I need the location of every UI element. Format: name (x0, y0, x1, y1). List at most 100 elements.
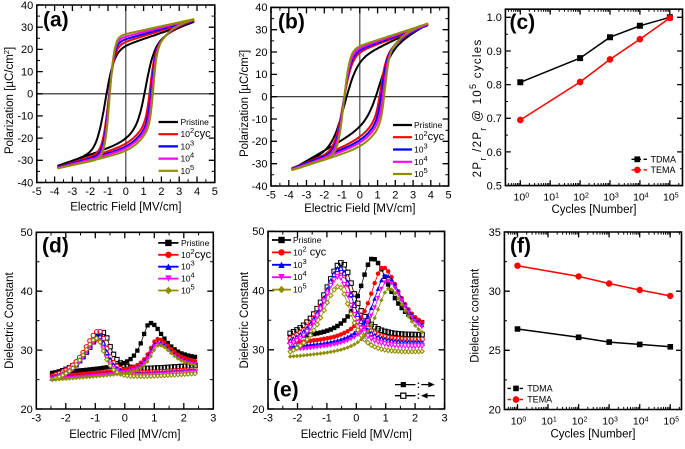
svg-text:2: 2 (412, 413, 418, 425)
svg-text:Pristine: Pristine (181, 117, 210, 127)
svg-text:102cyc: 102cyc (414, 129, 445, 144)
svg-text:2Pr /2Pr @ 105 cycles: 2Pr /2Pr @ 105 cycles (468, 38, 488, 177)
svg-text:Cycles [Number]: Cycles [Number] (552, 204, 637, 216)
svg-text:-20: -20 (17, 133, 33, 145)
svg-text:Polarization [µC/cm2]: Polarization [µC/cm2] (2, 47, 17, 154)
svg-text:Electric Field [MV/cm]: Electric Field [MV/cm] (70, 202, 181, 214)
svg-text:Dielectric Constant: Dielectric Constant (4, 272, 16, 369)
svg-text:-3: -3 (302, 190, 312, 202)
svg-text:0: 0 (357, 190, 363, 202)
svg-text:2: 2 (158, 186, 164, 198)
svg-text:0.5: 0.5 (487, 180, 502, 192)
svg-text:-1: -1 (322, 413, 332, 425)
svg-text:1: 1 (151, 413, 157, 425)
svg-text:-30: -30 (17, 155, 33, 167)
svg-text:3: 3 (210, 413, 216, 425)
svg-text:-2: -2 (293, 413, 303, 425)
svg-text:TDMA: TDMA (651, 155, 677, 165)
svg-text:0: 0 (353, 413, 359, 425)
svg-text:0.8: 0.8 (487, 79, 502, 91)
svg-text:4: 4 (428, 190, 434, 202)
svg-text:20: 20 (255, 47, 267, 59)
svg-text:Pristine: Pristine (414, 120, 443, 130)
svg-text:1: 1 (141, 186, 147, 198)
svg-text:0.6: 0.6 (487, 147, 502, 159)
svg-text:(e): (e) (273, 379, 299, 402)
svg-text:-3: -3 (68, 186, 78, 198)
svg-text:0: 0 (122, 413, 128, 425)
svg-text:TEMA: TEMA (651, 165, 676, 175)
svg-text:Electric Field [MV/cm]: Electric Field [MV/cm] (301, 429, 412, 441)
svg-text:40: 40 (21, 286, 33, 298)
svg-text:(f): (f) (510, 235, 531, 258)
svg-text:30: 30 (255, 25, 267, 37)
svg-text:Polarization [µC/cm2]: Polarization [µC/cm2] (237, 50, 252, 157)
svg-text:-5: -5 (266, 190, 276, 202)
svg-text:10: 10 (21, 66, 33, 78)
svg-text:(d): (d) (42, 235, 69, 258)
svg-text:(a): (a) (43, 9, 69, 32)
svg-text:4: 4 (194, 186, 200, 198)
svg-text:-20: -20 (252, 136, 268, 148)
svg-text:-1: -1 (337, 190, 347, 202)
svg-text:40: 40 (252, 285, 264, 297)
svg-text:-5: -5 (32, 186, 42, 198)
svg-text:-1: -1 (90, 413, 100, 425)
svg-text:Dielectric Constant: Dielectric Constant (239, 271, 251, 368)
svg-text:-3: -3 (263, 413, 273, 425)
svg-text:35: 35 (489, 227, 501, 239)
svg-text:-30: -30 (252, 159, 268, 171)
svg-text:50: 50 (21, 227, 33, 239)
svg-text:Pristine: Pristine (181, 238, 210, 248)
svg-text:20: 20 (489, 404, 501, 416)
svg-text:40: 40 (255, 2, 267, 14)
svg-text:TEMA: TEMA (527, 395, 552, 405)
svg-text:0.9: 0.9 (487, 46, 502, 58)
svg-text:0.7: 0.7 (487, 113, 502, 125)
svg-text:50: 50 (252, 226, 264, 238)
svg-text:1: 1 (383, 413, 389, 425)
svg-text:-40: -40 (252, 181, 268, 193)
svg-text:30: 30 (21, 22, 33, 34)
svg-text:0: 0 (27, 89, 33, 101)
svg-text:Dielectric constant: Dielectric constant (470, 268, 482, 363)
svg-text:20: 20 (21, 44, 33, 56)
svg-text:-4: -4 (284, 190, 294, 202)
svg-text:-2: -2 (61, 413, 71, 425)
svg-text:Cycles [Number]: Cycles [Number] (551, 429, 636, 441)
svg-text:30: 30 (21, 345, 33, 357)
svg-text:-3: -3 (31, 413, 41, 425)
svg-text:20: 20 (21, 404, 33, 416)
svg-text:102cyc: 102cyc (181, 126, 212, 141)
svg-text:-10: -10 (17, 111, 33, 123)
svg-text:Pristine: Pristine (293, 235, 322, 245)
svg-text:102cyc: 102cyc (181, 246, 212, 261)
svg-text:10: 10 (255, 69, 267, 81)
svg-text:0: 0 (261, 92, 267, 104)
svg-text:3: 3 (441, 413, 447, 425)
svg-text:-4: -4 (50, 186, 60, 198)
svg-text:1.0: 1.0 (487, 12, 502, 24)
svg-text:-2: -2 (319, 190, 329, 202)
svg-text:Electric Field [MV/cm]: Electric Field [MV/cm] (304, 203, 415, 215)
svg-text:2: 2 (181, 413, 187, 425)
svg-text:3: 3 (410, 190, 416, 202)
svg-text:0: 0 (123, 186, 129, 198)
svg-text:(c): (c) (510, 11, 536, 34)
svg-text:25: 25 (489, 345, 501, 357)
svg-text:102 cyc: 102 cyc (293, 244, 327, 259)
svg-text:30: 30 (252, 345, 264, 357)
svg-text:-10: -10 (252, 114, 268, 126)
svg-text:-40: -40 (17, 177, 33, 189)
svg-text:2: 2 (392, 190, 398, 202)
svg-text:1: 1 (375, 190, 381, 202)
svg-text:Electric Filed [MV/cm]: Electric Filed [MV/cm] (69, 429, 180, 441)
svg-text:TDMA: TDMA (527, 384, 553, 394)
svg-text:(b): (b) (278, 11, 305, 34)
svg-text:20: 20 (252, 404, 264, 416)
svg-text::: : (417, 380, 420, 391)
svg-text:5: 5 (446, 190, 452, 202)
svg-text:-2: -2 (85, 186, 95, 198)
svg-text:-1: -1 (103, 186, 113, 198)
svg-text::: : (417, 391, 420, 402)
